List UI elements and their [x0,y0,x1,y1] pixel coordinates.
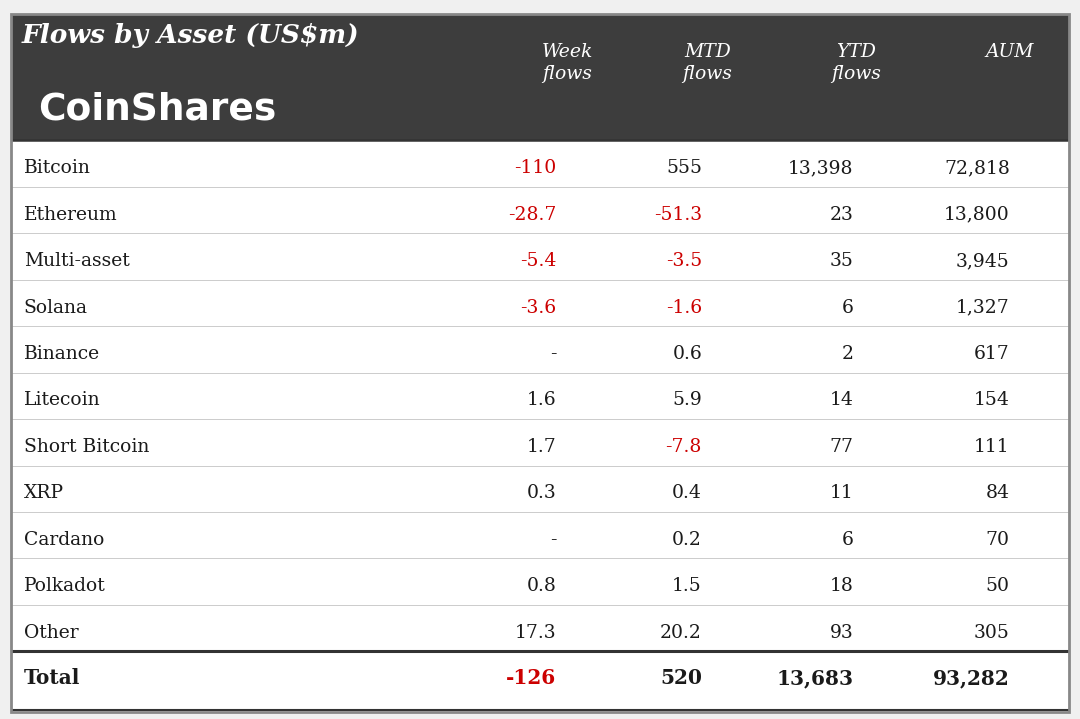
Text: 305: 305 [974,624,1010,642]
Text: -126: -126 [505,669,556,688]
Text: 617: 617 [974,345,1010,363]
Text: 6: 6 [841,531,853,549]
Text: 70: 70 [986,531,1010,549]
Text: -: - [550,345,556,363]
Text: Multi-asset: Multi-asset [24,252,130,270]
Text: 1,327: 1,327 [956,298,1010,316]
Text: -51.3: -51.3 [653,206,702,224]
Text: XRP: XRP [24,485,64,503]
Text: -3.6: -3.6 [521,298,556,316]
Text: 13,398: 13,398 [787,159,853,177]
Text: Ethereum: Ethereum [24,206,118,224]
Text: 13,800: 13,800 [944,206,1010,224]
Text: -110: -110 [514,159,556,177]
Text: Polkadot: Polkadot [24,577,106,595]
Text: Bitcoin: Bitcoin [24,159,91,177]
Text: 13,683: 13,683 [777,669,853,688]
Text: Litecoin: Litecoin [24,391,100,409]
Text: 6: 6 [841,298,853,316]
Text: 5.9: 5.9 [672,391,702,409]
Text: 84: 84 [986,485,1010,503]
Text: 1.6: 1.6 [527,391,556,409]
Text: 11: 11 [829,485,853,503]
Text: Other: Other [24,624,79,642]
Text: -3.5: -3.5 [665,252,702,270]
Text: 0.6: 0.6 [672,345,702,363]
Text: Binance: Binance [24,345,99,363]
Text: CoinShares: CoinShares [38,91,276,127]
Text: YTD
flows: YTD flows [832,43,881,83]
Text: 0.3: 0.3 [526,485,556,503]
Text: 50: 50 [986,577,1010,595]
Text: Cardano: Cardano [24,531,104,549]
Text: MTD
flows: MTD flows [683,43,732,83]
Text: -28.7: -28.7 [508,206,556,224]
Text: 1.5: 1.5 [672,577,702,595]
Text: 2: 2 [841,345,853,363]
Text: 35: 35 [829,252,853,270]
Text: Week
flows: Week flows [541,43,593,83]
Text: 23: 23 [829,206,853,224]
Text: 520: 520 [660,669,702,688]
Text: 14: 14 [829,391,853,409]
Text: 93,282: 93,282 [933,669,1010,688]
Text: Flows by Asset (US$m): Flows by Asset (US$m) [22,23,360,48]
Text: Total: Total [24,669,80,688]
Bar [11,140,1069,712]
Text: -5.4: -5.4 [519,252,556,270]
Text: -: - [550,531,556,549]
Text: 154: 154 [974,391,1010,409]
Text: 18: 18 [829,577,853,595]
Text: AUM: AUM [986,43,1034,61]
Text: 77: 77 [829,438,853,456]
Text: Short Bitcoin: Short Bitcoin [24,438,149,456]
Text: 17.3: 17.3 [514,624,556,642]
Text: -1.6: -1.6 [666,298,702,316]
Text: 555: 555 [666,159,702,177]
Text: 0.8: 0.8 [526,577,556,595]
Text: -7.8: -7.8 [665,438,702,456]
Text: 20.2: 20.2 [660,624,702,642]
Text: 93: 93 [829,624,853,642]
Text: 0.2: 0.2 [672,531,702,549]
Text: 0.4: 0.4 [672,485,702,503]
Text: 72,818: 72,818 [944,159,1010,177]
Text: 111: 111 [974,438,1010,456]
Text: 3,945: 3,945 [956,252,1010,270]
Text: 1.7: 1.7 [526,438,556,456]
Text: Solana: Solana [24,298,87,316]
Bar [11,14,1069,140]
